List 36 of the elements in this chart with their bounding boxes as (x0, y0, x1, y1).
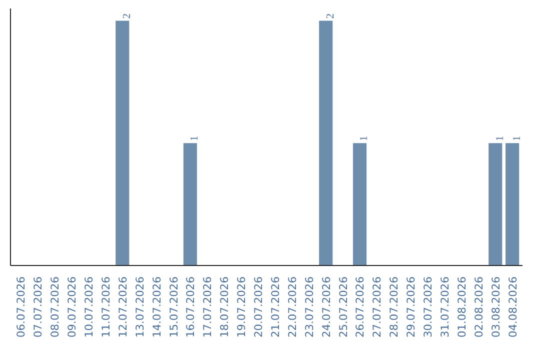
x-tick-label: 10.07.2026 (82, 276, 96, 338)
x-tick-label: 23.07.2026 (302, 276, 316, 338)
x-tick-label: 26.07.2026 (354, 276, 367, 338)
x-tick-label: 12.07.2026 (116, 276, 130, 338)
x-tick-label: 01.08.2026 (455, 276, 468, 338)
x-tick-label: 14.07.2026 (150, 276, 164, 338)
x-tick-label: 02.08.2026 (472, 276, 486, 338)
x-tick-label: 06.07.2026 (14, 276, 28, 338)
x-tick-label: 28.07.2026 (388, 276, 401, 338)
x-tick-label: 09.07.2026 (66, 276, 79, 338)
x-tick-label: 08.07.2026 (48, 276, 62, 338)
x-tick-label: 04.08.2026 (506, 276, 520, 338)
x-tick-label: 29.07.2026 (404, 276, 418, 338)
x-tick-label: 07.07.2026 (32, 276, 45, 338)
x-tick-label: 15.07.2026 (167, 276, 180, 338)
x-tick-label: 11.07.2026 (99, 276, 112, 338)
x-tick-label: 16.07.2026 (184, 276, 198, 338)
x-tick-label: 31.07.2026 (438, 276, 452, 338)
x-tick-label: 17.07.2026 (201, 276, 214, 338)
x-tick-label: 18.07.2026 (218, 276, 232, 338)
data-label: 1 (512, 136, 523, 142)
x-tick-label: 13.07.2026 (133, 276, 146, 338)
data-label: 1 (190, 136, 201, 142)
x-tick-label: 24.07.2026 (320, 276, 333, 338)
x-tick-label: 27.07.2026 (370, 276, 384, 338)
x-tick-label: 25.07.2026 (336, 276, 350, 338)
x-tick-label: 03.08.2026 (489, 276, 502, 338)
x-tick-label: 30.07.2026 (422, 276, 435, 338)
x-tick-label: 19.07.2026 (235, 276, 248, 338)
data-label: 1 (494, 136, 506, 142)
data-label: 1 (359, 136, 370, 142)
data-label: 2 (122, 13, 133, 19)
x-tick-label: 22.07.2026 (286, 276, 299, 338)
data-label: 2 (325, 13, 336, 19)
x-tick-label: 20.07.2026 (252, 276, 266, 338)
x-tick-label: 21.07.2026 (268, 276, 282, 338)
